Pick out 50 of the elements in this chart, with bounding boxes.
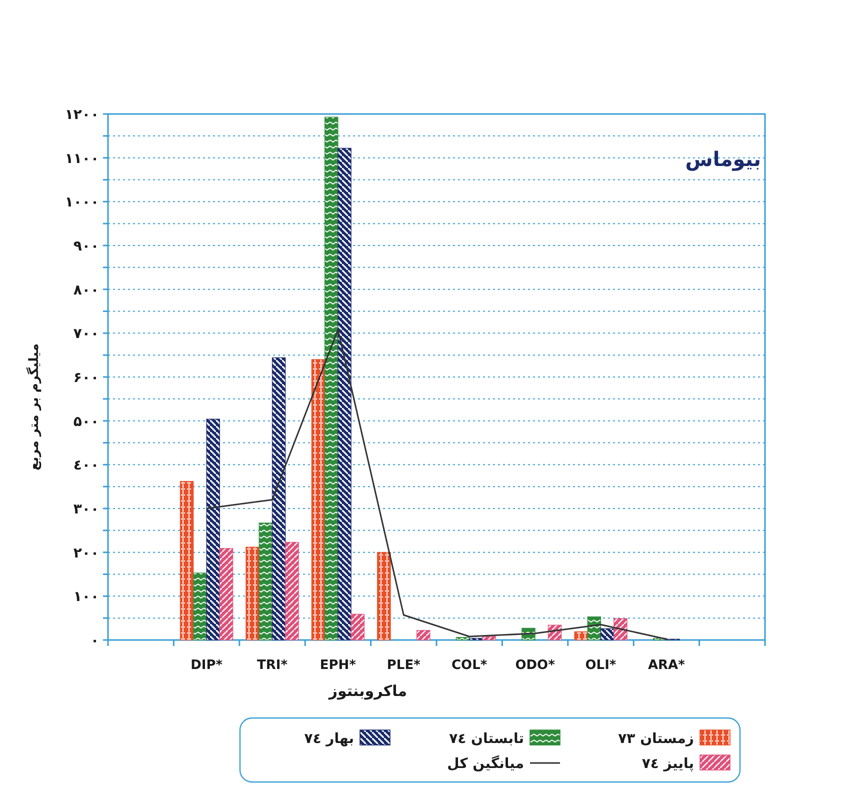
x-tick-label: COL* xyxy=(452,658,488,673)
y-tick-label: ۸۰۰ xyxy=(73,282,99,298)
bar xyxy=(338,148,352,640)
y-tick-label: ۲۰۰ xyxy=(73,545,99,562)
y-tick-label: ٤۰۰ xyxy=(73,458,99,474)
bar xyxy=(416,630,430,640)
bar xyxy=(574,631,588,640)
bar xyxy=(311,359,326,640)
x-tick-label: ARA* xyxy=(648,658,686,673)
y-axis-title: میلیگرم بر متر مربع xyxy=(26,343,42,471)
bar xyxy=(350,614,365,640)
bar xyxy=(587,616,602,640)
bar xyxy=(456,637,470,640)
legend-label: میانگین کل xyxy=(447,755,524,772)
bar xyxy=(377,552,391,640)
bar xyxy=(219,548,234,640)
y-tick-label: ۰ xyxy=(90,633,99,649)
x-tick-label: OLI* xyxy=(585,658,616,673)
legend-label: تابستان ۷٤ xyxy=(449,731,524,747)
y-tick-label: ۹۰۰ xyxy=(73,238,99,254)
bar xyxy=(180,481,194,640)
text: بیوماس xyxy=(685,147,761,171)
bar xyxy=(285,542,299,640)
y-tick-label: ۱۲۰۰ xyxy=(64,107,99,123)
bar xyxy=(324,116,338,640)
x-tick-label: DIP* xyxy=(190,658,223,673)
x-axis-title: ماکروبنتوز xyxy=(328,682,408,700)
bar xyxy=(206,418,220,640)
y-tick-label: ۱۱۰۰ xyxy=(64,150,99,167)
bar xyxy=(258,522,273,640)
x-tick-label: PLE* xyxy=(386,658,421,673)
legend-label: پاییز ۷٤ xyxy=(642,756,694,772)
x-tick-label: TRI* xyxy=(256,658,288,673)
bar xyxy=(193,572,207,640)
bar xyxy=(614,618,628,640)
bar xyxy=(246,546,260,640)
bar xyxy=(272,357,286,640)
y-tick-label: ۳۰۰ xyxy=(73,502,99,518)
x-tick-label: ODO* xyxy=(515,658,556,673)
y-tick-label: ۵۰۰ xyxy=(73,414,99,430)
legend-label: بهار ۷٤ xyxy=(304,731,354,747)
bar xyxy=(482,636,496,640)
legend-label: زمستان ۷۳ xyxy=(618,731,694,747)
x-tick-label: EPH* xyxy=(320,658,356,673)
bar xyxy=(600,628,614,640)
y-tick-label: ۱۰۰۰ xyxy=(64,194,99,211)
y-tick-label: ۷۰۰ xyxy=(73,326,99,342)
line-series xyxy=(206,328,668,640)
y-tick-label: ۶۰۰ xyxy=(73,370,99,386)
y-tick-label: ۱۰۰ xyxy=(73,589,99,606)
